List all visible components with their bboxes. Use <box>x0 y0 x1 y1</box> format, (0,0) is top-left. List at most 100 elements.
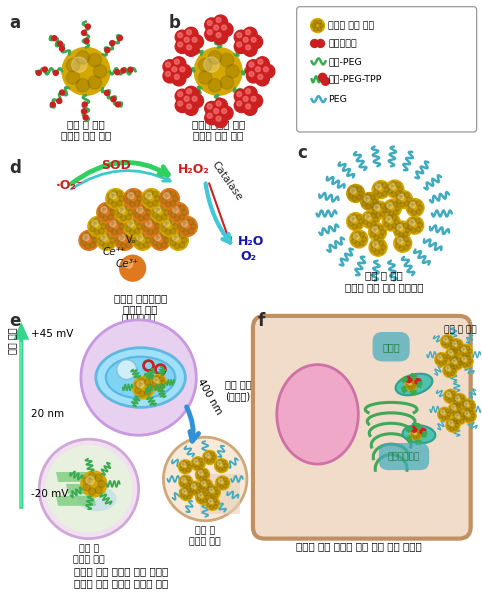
Circle shape <box>455 353 458 356</box>
Circle shape <box>458 361 462 365</box>
Circle shape <box>147 385 153 390</box>
Circle shape <box>134 191 140 197</box>
Circle shape <box>404 201 409 206</box>
Circle shape <box>355 231 360 236</box>
Circle shape <box>174 232 180 237</box>
Circle shape <box>196 490 200 493</box>
Circle shape <box>216 101 221 106</box>
Circle shape <box>448 350 453 355</box>
Circle shape <box>116 102 120 107</box>
Circle shape <box>217 479 221 483</box>
Circle shape <box>112 230 117 235</box>
Circle shape <box>187 89 191 94</box>
Ellipse shape <box>396 374 432 395</box>
Circle shape <box>442 361 446 365</box>
Circle shape <box>152 228 158 234</box>
Circle shape <box>442 338 446 342</box>
Text: 입자 크기
(수용액): 입자 크기 (수용액) <box>225 380 251 401</box>
Circle shape <box>120 204 126 209</box>
Circle shape <box>255 57 269 71</box>
Circle shape <box>110 41 115 46</box>
Circle shape <box>152 219 158 224</box>
Circle shape <box>89 473 96 480</box>
Circle shape <box>406 377 412 383</box>
Circle shape <box>374 235 379 240</box>
Circle shape <box>403 245 409 250</box>
Circle shape <box>206 496 219 510</box>
Circle shape <box>155 385 160 389</box>
Polygon shape <box>56 496 96 506</box>
Circle shape <box>107 233 113 239</box>
Circle shape <box>208 499 213 504</box>
Circle shape <box>253 65 267 78</box>
Text: Vₒ: Vₒ <box>126 236 136 245</box>
Circle shape <box>95 474 102 481</box>
Circle shape <box>416 430 420 433</box>
Circle shape <box>393 202 398 206</box>
Circle shape <box>411 200 416 205</box>
Circle shape <box>443 364 457 377</box>
Circle shape <box>243 28 257 41</box>
Circle shape <box>179 475 193 489</box>
Circle shape <box>134 382 141 388</box>
Circle shape <box>382 183 387 188</box>
Circle shape <box>371 213 376 218</box>
Circle shape <box>107 199 113 204</box>
Text: 세포 밖 위치: 세포 밖 위치 <box>444 326 477 335</box>
Circle shape <box>195 466 199 470</box>
Circle shape <box>413 383 416 386</box>
Circle shape <box>243 86 257 100</box>
Circle shape <box>389 184 395 190</box>
Circle shape <box>137 196 142 202</box>
Circle shape <box>199 59 212 72</box>
Circle shape <box>352 214 357 219</box>
Circle shape <box>99 212 104 218</box>
Circle shape <box>395 230 400 235</box>
Circle shape <box>205 18 219 32</box>
Circle shape <box>187 465 191 469</box>
Circle shape <box>188 481 202 495</box>
Circle shape <box>447 364 451 368</box>
Circle shape <box>150 203 171 222</box>
Circle shape <box>234 30 248 44</box>
Circle shape <box>443 389 457 403</box>
Circle shape <box>454 417 457 422</box>
Circle shape <box>224 463 228 468</box>
Circle shape <box>399 222 403 227</box>
Circle shape <box>161 199 167 204</box>
Circle shape <box>165 230 171 235</box>
Circle shape <box>460 395 464 399</box>
Circle shape <box>252 69 255 74</box>
Circle shape <box>197 493 201 498</box>
Circle shape <box>370 232 375 237</box>
Circle shape <box>241 94 254 108</box>
Circle shape <box>200 482 204 486</box>
Circle shape <box>183 476 187 480</box>
Circle shape <box>441 335 455 349</box>
Circle shape <box>152 382 156 387</box>
Circle shape <box>463 412 468 416</box>
Circle shape <box>178 101 183 106</box>
Circle shape <box>446 367 450 371</box>
Circle shape <box>317 39 324 47</box>
Circle shape <box>155 224 161 229</box>
Circle shape <box>370 227 375 233</box>
Circle shape <box>441 410 445 414</box>
Circle shape <box>444 370 448 374</box>
Circle shape <box>460 358 464 361</box>
Circle shape <box>178 42 183 47</box>
Circle shape <box>203 499 207 502</box>
Circle shape <box>119 206 125 213</box>
Circle shape <box>191 457 205 471</box>
Circle shape <box>83 234 89 241</box>
Circle shape <box>216 40 220 44</box>
Circle shape <box>407 220 413 225</box>
Circle shape <box>375 213 381 218</box>
Circle shape <box>451 365 455 369</box>
Polygon shape <box>20 341 22 507</box>
Circle shape <box>448 390 452 394</box>
Circle shape <box>134 207 140 213</box>
Circle shape <box>137 224 142 229</box>
Circle shape <box>94 230 99 235</box>
Circle shape <box>448 402 462 416</box>
